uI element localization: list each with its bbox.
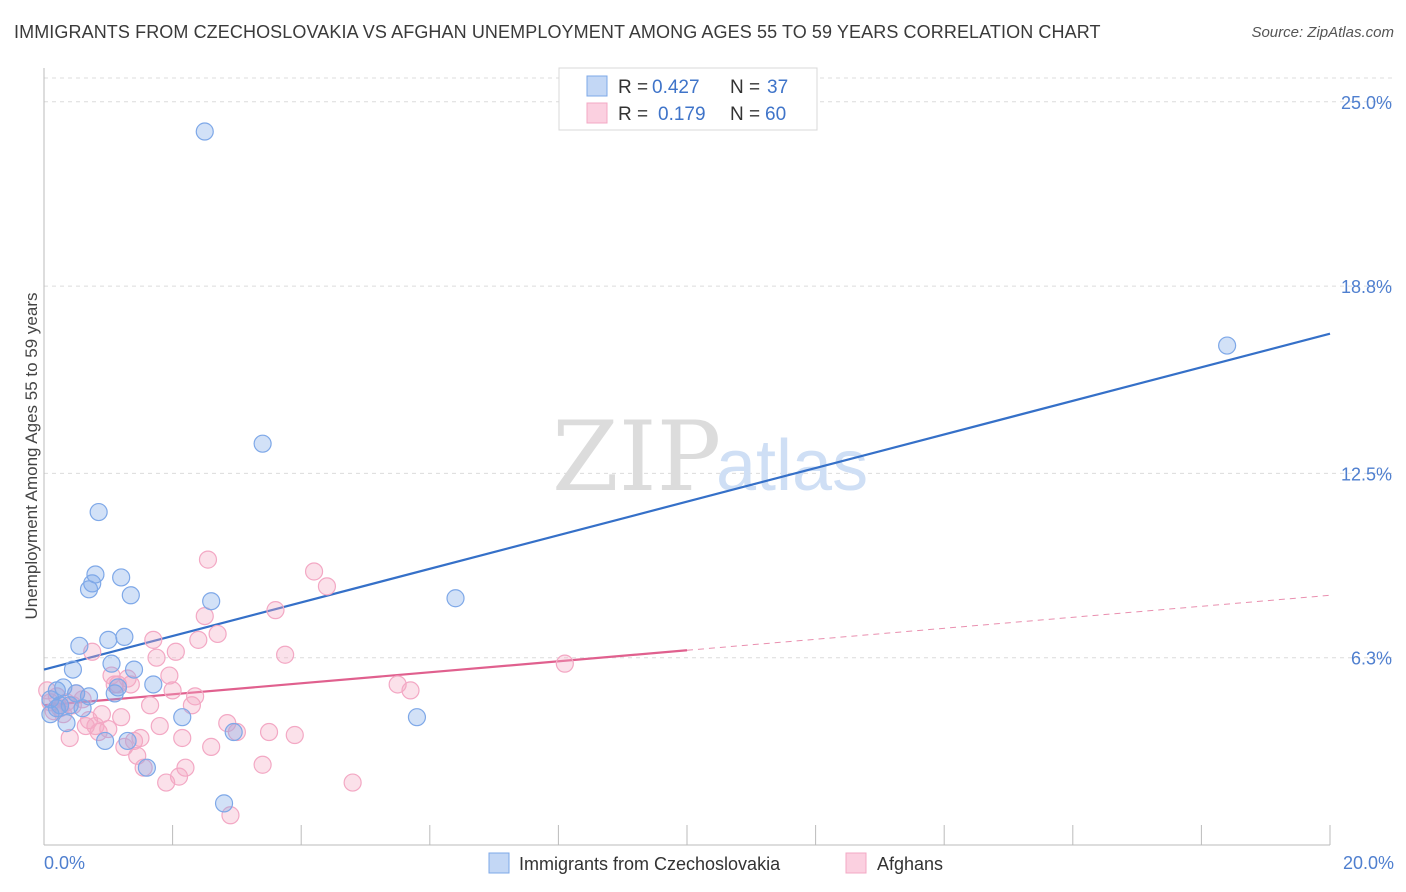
legend-r-label-1: R =: [618, 77, 648, 98]
grid: [44, 77, 1392, 659]
point-afghans: [140, 696, 160, 715]
point-czechoslovakia: [115, 627, 134, 646]
trend-line-afghans: [43, 649, 688, 707]
point-czechoslovakia: [102, 654, 121, 673]
point-afghans: [163, 681, 182, 700]
y-tick-label: 18.8%: [1341, 277, 1392, 297]
trend-line-afghans-extension: [686, 594, 1331, 651]
point-czechoslovakia: [41, 690, 60, 709]
point-afghans: [202, 737, 221, 756]
point-czechoslovakia: [137, 758, 156, 777]
chart-title: IMMIGRANTS FROM CZECHOSLOVAKIA VS AFGHAN…: [14, 22, 1101, 42]
point-afghans: [169, 767, 189, 786]
y-tick-label: 25.0%: [1341, 93, 1392, 113]
point-afghans: [555, 654, 574, 673]
point-czechoslovakia: [144, 675, 163, 694]
point-afghans: [259, 722, 279, 742]
trend-line-czechoslovakia: [43, 332, 1331, 671]
watermark-atlas: atlas: [716, 426, 868, 506]
legend-r-value-2: 0.179: [658, 104, 706, 125]
x-tick-label: 20.0%: [1343, 853, 1394, 873]
point-czechoslovakia: [202, 592, 221, 611]
point-czechoslovakia: [70, 636, 89, 655]
y-tick-label: 12.5%: [1341, 464, 1392, 484]
point-czechoslovakia: [50, 696, 70, 715]
point-czechoslovakia: [108, 678, 128, 697]
point-afghans: [60, 728, 79, 748]
point-afghans: [208, 624, 227, 644]
point-czechoslovakia: [86, 565, 105, 584]
point-afghans: [401, 681, 420, 700]
point-afghans: [99, 719, 118, 739]
watermark: ZIP atlas: [552, 401, 868, 513]
point-czechoslovakia: [63, 660, 83, 679]
point-afghans: [144, 630, 163, 649]
axes: [43, 68, 1331, 846]
point-afghans: [160, 666, 179, 685]
point-afghans: [189, 630, 208, 649]
y-tick-label: 6.3%: [1351, 649, 1392, 669]
stats-legend: R = 0.427 N = 37 R = 0.179 N = 60: [558, 67, 818, 131]
point-czechoslovakia: [57, 714, 76, 733]
point-afghans: [276, 645, 295, 664]
point-afghans: [253, 755, 272, 774]
watermark-zip: ZIP: [552, 401, 721, 513]
point-afghans: [173, 728, 192, 748]
point-czechoslovakia: [253, 434, 272, 453]
tick-labels: 6.3% 12.5% 18.8% 25.0% 0.0% 20.0%: [44, 93, 1394, 873]
point-afghans: [266, 601, 285, 620]
point-afghans: [343, 773, 362, 792]
point-czechoslovakia: [79, 687, 99, 706]
point-afghans: [304, 562, 324, 581]
series-legend-label-czechoslovakia: Immigrants from Czechoslovakia: [519, 854, 781, 874]
x-tick-label: 0.0%: [44, 853, 85, 873]
series-legend-swatch-afghans: [845, 852, 867, 874]
source-label: Source: ZipAtlas.com: [1251, 24, 1394, 41]
scatter-points: [38, 122, 1237, 825]
series-legend-swatch-czechoslovakia: [488, 852, 510, 874]
legend-n-label-1: N =: [730, 77, 760, 98]
point-czechoslovakia: [1218, 336, 1237, 355]
point-afghans: [186, 687, 205, 706]
point-czechoslovakia: [195, 122, 214, 141]
legend-r-value-1: 0.427: [652, 77, 700, 98]
point-czechoslovakia: [89, 502, 108, 522]
point-afghans: [176, 758, 195, 777]
legend-n-value-2: 60: [765, 104, 786, 125]
series-legend: Immigrants from Czechoslovakia Afghans: [488, 852, 943, 874]
point-czechoslovakia: [407, 708, 427, 727]
point-czechoslovakia: [99, 630, 118, 649]
point-czechoslovakia: [124, 660, 144, 679]
legend-n-value-1: 37: [767, 77, 788, 98]
point-czechoslovakia: [112, 568, 131, 587]
point-afghans: [147, 648, 166, 667]
point-afghans: [317, 577, 337, 596]
point-czechoslovakia: [224, 722, 243, 742]
point-czechoslovakia: [446, 589, 465, 608]
point-afghans: [285, 725, 304, 745]
point-czechoslovakia: [118, 731, 137, 751]
trend-lines: [43, 332, 1331, 707]
point-afghans: [198, 550, 218, 569]
y-axis-label: Unemployment Among Ages 55 to 59 years: [22, 293, 41, 620]
point-afghans: [112, 708, 131, 727]
point-afghans: [150, 716, 169, 736]
series-legend-label-afghans: Afghans: [877, 854, 943, 874]
point-czechoslovakia: [173, 708, 192, 727]
legend-swatch-afghans: [586, 102, 608, 124]
legend-r-label-2: R =: [618, 104, 648, 125]
point-czechoslovakia: [95, 731, 115, 751]
point-czechoslovakia: [214, 794, 234, 813]
legend-n-label-2: N =: [730, 104, 760, 125]
legend-swatch-czechoslovakia: [586, 75, 608, 97]
point-czechoslovakia: [121, 586, 140, 605]
point-afghans: [166, 642, 185, 661]
